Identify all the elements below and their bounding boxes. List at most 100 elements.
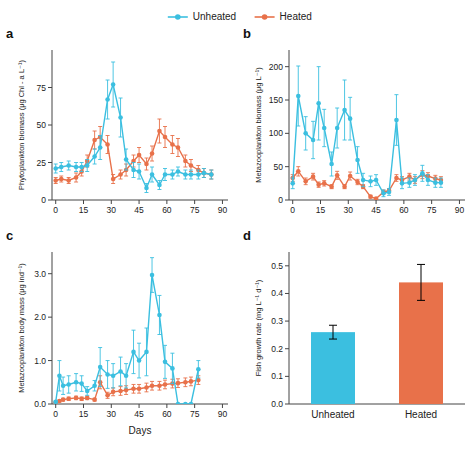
point [176,145,181,150]
point [196,367,201,372]
error-bar [157,295,161,334]
error-cap [311,158,315,159]
point [311,138,316,143]
point [105,393,110,398]
x-tick [111,200,112,204]
y-tick [48,200,52,201]
error-cap [74,373,78,374]
error-cap [196,360,200,361]
point [85,163,90,168]
x-tick [166,404,167,408]
error-cap [144,183,148,184]
y-tick-label: 2.0 [34,312,46,322]
y-tick [285,133,289,134]
y-axis-line [52,252,53,404]
x-tick-label: 0 [53,205,58,215]
y-tick [285,376,289,377]
error-cap [170,153,174,154]
error-cap [369,176,373,177]
y-tick [285,293,289,294]
error-cap [189,170,193,171]
error-cap [322,180,326,181]
error-cap [157,189,161,190]
point [196,172,201,177]
legend-swatch-marker [262,14,268,20]
error-bar [343,80,347,140]
point [387,190,392,195]
error-cap [67,393,71,394]
error-cap [317,187,321,188]
error-bar [137,343,141,378]
error-cap [74,171,78,172]
error-cap [322,146,326,147]
error-bar [144,328,148,376]
point [131,159,136,164]
error-bar [111,62,115,107]
error-cap [150,161,154,162]
point [74,396,79,401]
point [131,168,136,173]
error-cap [137,377,141,378]
series: Heated [290,167,443,200]
error-bar [417,264,425,300]
error-cap [394,94,398,95]
point [374,178,379,183]
y-tick-label: 0.5 [271,261,283,271]
error-cap [93,149,97,150]
point [157,383,162,388]
error-cap [407,187,411,188]
error-bar [413,175,417,186]
error-cap [209,179,213,180]
error-cap [119,98,123,99]
error-cap [176,167,180,168]
error-bar [322,109,326,146]
error-cap [330,152,334,153]
error-bar [80,376,84,392]
error-bar [343,185,347,189]
plot-area: HeatedUnheated [290,66,443,200]
error-stem [421,264,422,300]
point [368,194,373,199]
error-cap [144,391,148,392]
error-cap [74,162,78,163]
legend-item: Heated [255,11,312,22]
error-cap [335,148,339,149]
x-tick-label: 30 [344,205,354,215]
error-bar [196,361,200,378]
error-bar [106,136,110,154]
series-line [56,275,199,404]
error-cap [157,143,161,144]
error-cap [85,159,89,160]
error-cap [59,182,63,183]
x-tick-label: 45 [134,205,144,215]
x-tick-label: 45 [134,409,144,419]
error-bar [61,377,65,394]
x-tick [320,200,321,204]
y-axis-line [289,50,290,200]
point [163,360,168,365]
point [85,396,90,401]
point [66,163,71,168]
error-cap [296,66,300,67]
error-cap [329,339,337,340]
error-cap [54,173,58,174]
error-cap [311,121,315,122]
error-bar [124,364,128,388]
bar [311,332,355,404]
error-cap [296,166,300,167]
error-cap [394,174,398,175]
point [66,382,71,387]
y-tick [48,360,52,361]
x-tick [166,200,167,204]
error-cap [106,388,110,389]
error-cap [170,353,174,354]
error-cap [85,395,89,396]
error-bar [74,173,78,182]
error-cap [311,173,315,174]
error-bar [163,127,167,148]
error-cap [189,377,193,378]
error-bar [157,119,161,143]
x-axis-label: Days [129,425,152,436]
error-cap [381,190,385,191]
point [316,101,321,106]
